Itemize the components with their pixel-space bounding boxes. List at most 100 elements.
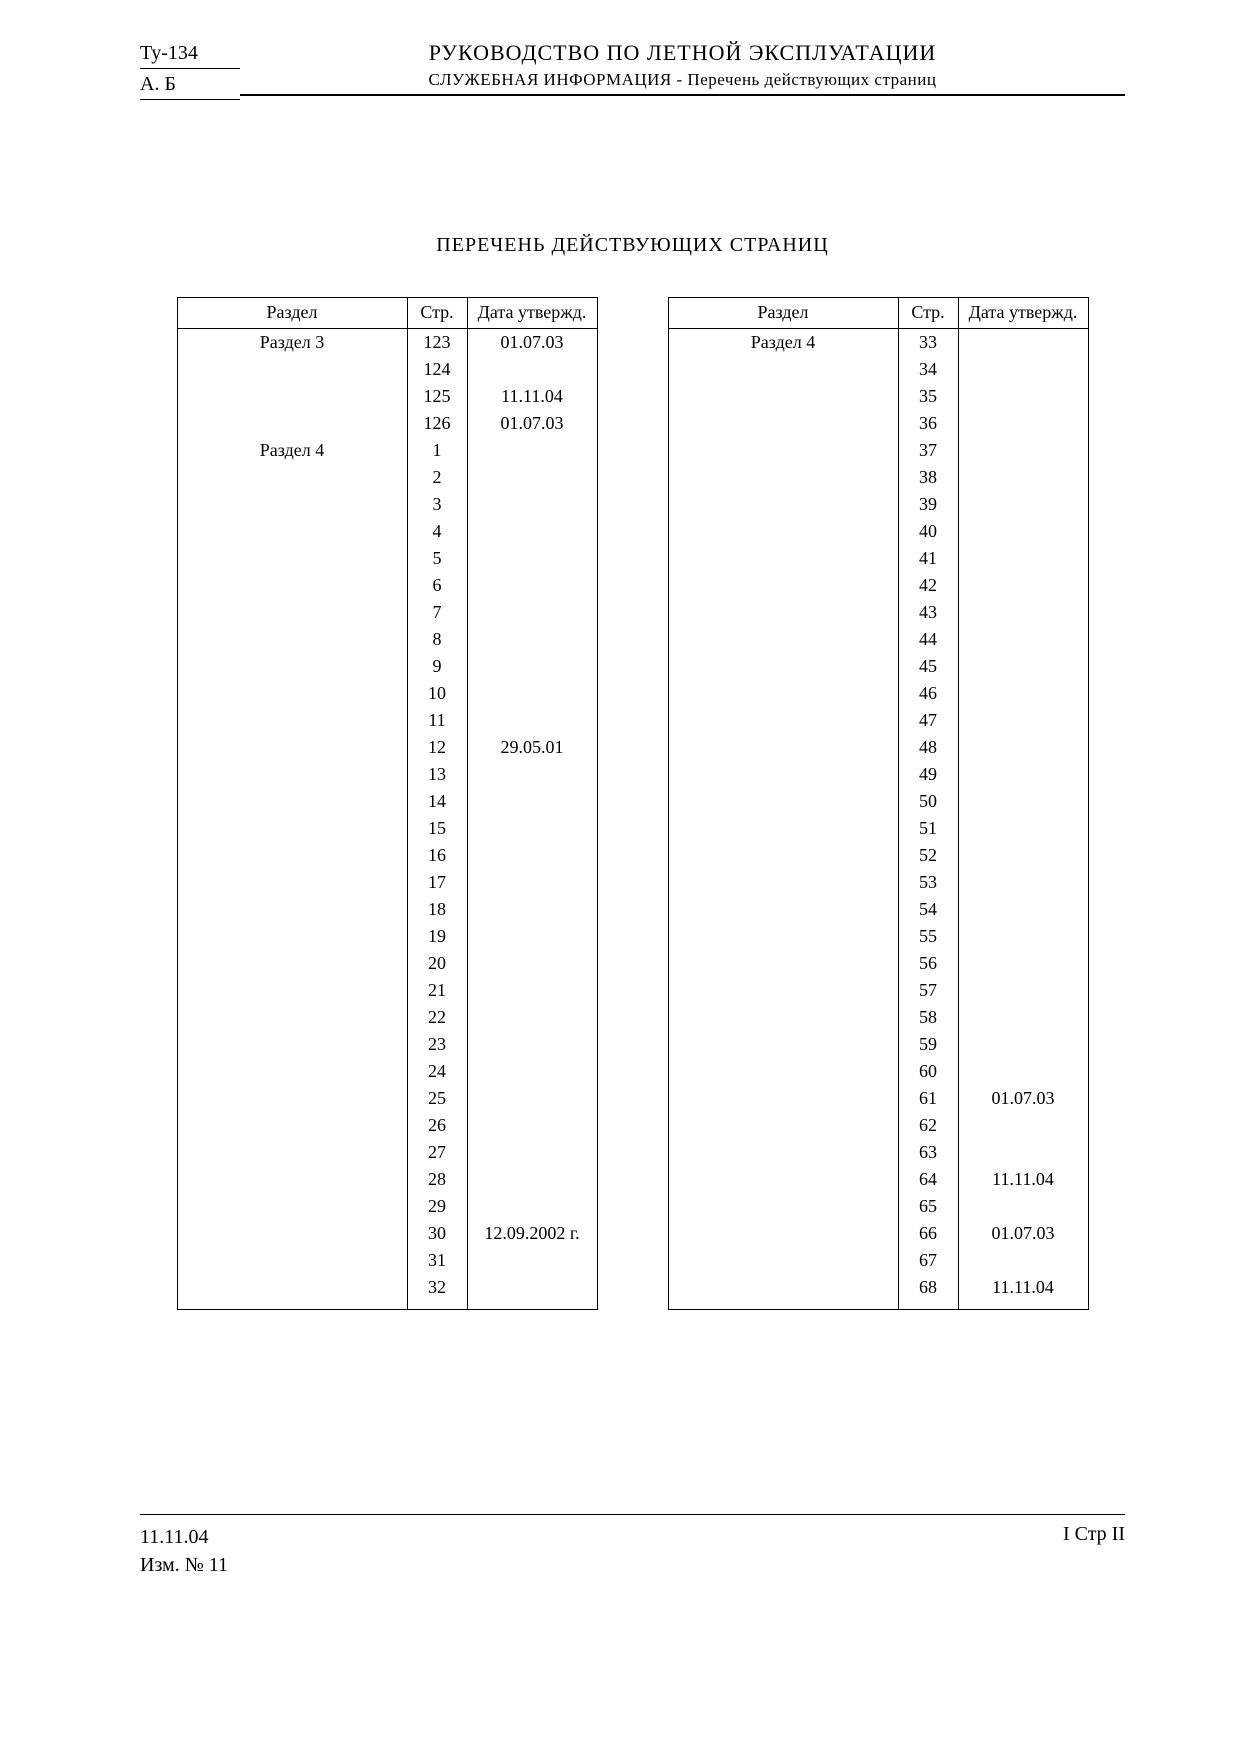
cell-date: [958, 1247, 1088, 1274]
th-page: Стр.: [898, 298, 958, 329]
cell-date: [467, 653, 597, 680]
table-row: 10: [177, 680, 597, 707]
table-row: 26: [177, 1112, 597, 1139]
cell-page: 38: [898, 464, 958, 491]
cell-section: [668, 1112, 898, 1139]
cell-page: 43: [898, 599, 958, 626]
document-footer: 11.11.04 Изм. № 11 I Стр II: [140, 1514, 1125, 1579]
cell-date: [958, 788, 1088, 815]
cell-section: [177, 356, 407, 383]
cell-page: 47: [898, 707, 958, 734]
cell-section: [668, 1004, 898, 1031]
cell-page: 62: [898, 1112, 958, 1139]
cell-date: [467, 572, 597, 599]
table-row: 49: [668, 761, 1088, 788]
cell-date: [467, 1004, 597, 1031]
cell-page: 34: [898, 356, 958, 383]
cell-section: [668, 572, 898, 599]
table-row: 56: [668, 950, 1088, 977]
cell-section: [177, 950, 407, 977]
cell-section: [177, 815, 407, 842]
cell-section: [177, 545, 407, 572]
cell-date: [958, 356, 1088, 383]
cell-date: [958, 464, 1088, 491]
cell-date: 29.05.01: [467, 734, 597, 761]
cell-section: [177, 734, 407, 761]
cell-section: [177, 518, 407, 545]
cell-section: [177, 1193, 407, 1220]
cell-date: [467, 761, 597, 788]
cell-page: 123: [407, 328, 467, 356]
cell-page: 58: [898, 1004, 958, 1031]
cell-date: [958, 328, 1088, 356]
th-date: Дата утвержд.: [958, 298, 1088, 329]
cell-page: 44: [898, 626, 958, 653]
cell-page: 66: [898, 1220, 958, 1247]
footer-date: 11.11.04: [140, 1523, 228, 1551]
document-header: Ту-134 А. Б РУКОВОДСТВО ПО ЛЕТНОЙ ЭКСПЛУ…: [140, 40, 1125, 104]
cell-section: [177, 1031, 407, 1058]
cell-section: [177, 1220, 407, 1247]
table-row: 31: [177, 1247, 597, 1274]
cell-date: [958, 680, 1088, 707]
footer-page-marker: I Стр II: [1063, 1523, 1125, 1546]
cell-section: [668, 1247, 898, 1274]
cell-section: [177, 1085, 407, 1112]
cell-page: 40: [898, 518, 958, 545]
table-row: 32: [177, 1274, 597, 1310]
cell-page: 53: [898, 869, 958, 896]
cell-page: 68: [898, 1274, 958, 1310]
table-row: 47: [668, 707, 1088, 734]
cell-section: [177, 1112, 407, 1139]
table-row: 39: [668, 491, 1088, 518]
left-table-body: Раздел 312301.07.0312412511.11.0412601.0…: [177, 328, 597, 1309]
cell-date: [467, 545, 597, 572]
cell-section: [177, 626, 407, 653]
cell-date: 01.07.03: [467, 328, 597, 356]
cell-page: 124: [407, 356, 467, 383]
cell-section: [668, 410, 898, 437]
table-row: 52: [668, 842, 1088, 869]
table-row: 1229.05.01: [177, 734, 597, 761]
table-row: 36: [668, 410, 1088, 437]
table-row: 21: [177, 977, 597, 1004]
cell-page: 5: [407, 545, 467, 572]
cell-section: [668, 1220, 898, 1247]
cell-section: [668, 491, 898, 518]
cell-page: 49: [898, 761, 958, 788]
table-row: 5: [177, 545, 597, 572]
header-title-sub: СЛУЖЕБНАЯ ИНФОРМАЦИЯ - Перечень действую…: [240, 70, 1125, 96]
table-row: 45: [668, 653, 1088, 680]
cell-section: [668, 1139, 898, 1166]
cell-page: 20: [407, 950, 467, 977]
cell-section: [177, 896, 407, 923]
cell-section: [668, 545, 898, 572]
cell-date: [467, 1058, 597, 1085]
th-page: Стр.: [407, 298, 467, 329]
cell-date: [467, 1112, 597, 1139]
cell-date: [467, 599, 597, 626]
footer-left: 11.11.04 Изм. № 11: [140, 1523, 228, 1579]
cell-date: [958, 707, 1088, 734]
cell-date: 11.11.04: [958, 1274, 1088, 1310]
table-row: 29: [177, 1193, 597, 1220]
cell-date: [958, 842, 1088, 869]
cell-page: 17: [407, 869, 467, 896]
cell-page: 65: [898, 1193, 958, 1220]
cell-section: [668, 734, 898, 761]
table-row: 4: [177, 518, 597, 545]
cell-section: [668, 788, 898, 815]
table-row: 14: [177, 788, 597, 815]
cell-page: 32: [407, 1274, 467, 1310]
cell-section: [668, 653, 898, 680]
cell-section: [668, 842, 898, 869]
cell-section: [668, 437, 898, 464]
cell-section: [177, 788, 407, 815]
cell-date: [958, 518, 1088, 545]
table-row: 6601.07.03: [668, 1220, 1088, 1247]
cell-date: [958, 1058, 1088, 1085]
cell-page: 45: [898, 653, 958, 680]
cell-section: [668, 869, 898, 896]
cell-page: 36: [898, 410, 958, 437]
table-row: 18: [177, 896, 597, 923]
